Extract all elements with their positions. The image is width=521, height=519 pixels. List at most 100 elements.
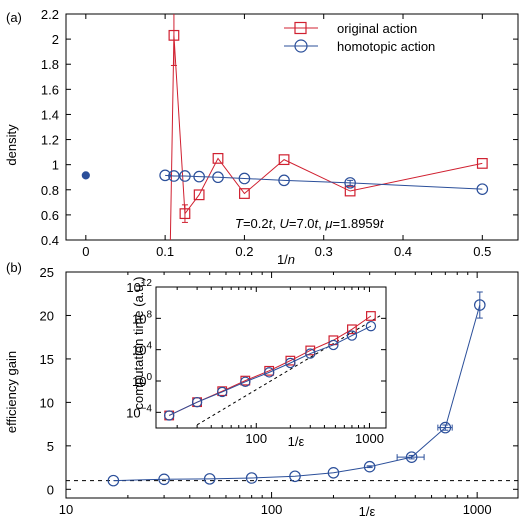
y-tick-label: 1	[52, 158, 59, 173]
legend: original action homotopic action	[284, 21, 435, 54]
y-tick-label: 15	[40, 352, 54, 367]
homotopic-action-point	[179, 170, 191, 182]
legend-entry-original-action: original action	[284, 21, 417, 36]
inset-background	[100, 282, 388, 452]
x-tick-label: 100	[261, 502, 283, 517]
x-tick-label: 0.1	[156, 244, 174, 259]
inset-original-point	[305, 345, 316, 356]
panel-a-label: (a)	[6, 10, 22, 25]
legend-label-homotopic: homotopic action	[337, 39, 435, 54]
panel-b-x-label: 1/ε	[359, 504, 376, 519]
inset-homotopic-point	[328, 339, 339, 351]
panel-a-frame	[65, 13, 519, 241]
efficiency-gain-point	[363, 460, 376, 473]
inset-x-label: 1/ε	[288, 434, 305, 449]
panel-b-label: (b)	[6, 260, 22, 275]
panel-a-x-label: 1/n	[277, 252, 295, 267]
efficiency-gain-point	[203, 473, 216, 485]
efficiency-gain-point	[107, 474, 120, 487]
inset-x-tick-label: 100	[245, 431, 267, 446]
homotopic-action-point	[212, 171, 224, 184]
inset-original-point	[347, 324, 357, 335]
y-tick-label: 2.2	[41, 7, 59, 22]
y-tick-label: 0.4	[41, 233, 59, 248]
y-tick-label: 10	[40, 395, 54, 410]
homotopic-action-point	[159, 169, 171, 182]
inset-homotopic-point	[217, 386, 228, 398]
original-action-point	[344, 185, 356, 197]
inset-y-tick-label: 10−4	[126, 403, 152, 420]
inset-y-tick-label: 104	[132, 341, 152, 358]
original-action-point	[179, 208, 191, 220]
inset-y-label: computation time (a.u.)	[131, 277, 146, 410]
x-tick-label: 0.4	[394, 244, 412, 259]
y-tick-label: 0	[47, 482, 54, 497]
original-action-point	[476, 158, 488, 169]
inset-homotopic-point	[263, 367, 275, 378]
efficiency-gain-point	[327, 466, 340, 479]
y-tick-label: 2	[52, 32, 59, 47]
legend-circle-marker	[294, 39, 308, 53]
inset-x-ticks: 100 1000	[176, 287, 384, 446]
inset-homotopic-line	[168, 325, 372, 416]
x-tick-label: 0.2	[235, 244, 253, 259]
panel-a-x-ticks: 0 0.1 0.2 0.3 0.4 0.5	[82, 14, 491, 259]
inset-homotopic-point	[305, 348, 316, 359]
inset-y-ticks: 10−4 100 104 108 1012	[126, 278, 386, 420]
y-tick-label: 1.4	[41, 107, 59, 122]
y-tick-label: 0.8	[41, 183, 59, 198]
x-tick-label: 0.5	[473, 244, 491, 259]
efficiency-gain-point	[473, 299, 486, 311]
x-tick-label: 0	[82, 244, 89, 259]
inset-homotopic-point	[285, 357, 296, 369]
homotopic-action-point	[278, 174, 290, 187]
panel-b-y-ticks: 0 5 10 15 20 25	[40, 265, 518, 497]
y-tick-label: 0.6	[41, 208, 59, 223]
homotopic-action-point	[238, 172, 251, 185]
panel-b-frame	[65, 271, 519, 499]
inset-homotopic-point	[365, 320, 377, 332]
original-action-point	[278, 154, 290, 166]
original-action-point	[239, 188, 250, 199]
homotopic-action-point	[168, 170, 180, 182]
inset: 10−4 100 104 108 1012 100 1000 computation ti…	[100, 277, 388, 452]
panel-b-y-label: efficiency gain	[4, 351, 19, 433]
homotopic-action-line	[165, 174, 483, 190]
extrapolated-point	[81, 171, 90, 180]
inset-plot-area	[163, 311, 383, 426]
original-action-point	[168, 29, 180, 41]
original-action-line	[169, 35, 483, 240]
legend-label-original: original action	[337, 21, 417, 36]
efficiency-gain-point	[158, 473, 170, 486]
panel-b-plot-area	[66, 291, 518, 487]
homotopic-action-point	[344, 177, 356, 189]
efficiency-gain-point	[245, 472, 258, 484]
panel-a-y-label: density	[4, 124, 19, 166]
y-tick-label: 25	[40, 265, 54, 280]
panel-b-x-ticks: 10 100 1000	[59, 272, 492, 517]
inset-y-tick-label: 1012	[126, 278, 152, 295]
inset-frame	[155, 286, 387, 429]
inset-homotopic-point	[346, 330, 358, 341]
y-tick-label: 1.6	[41, 82, 59, 97]
y-tick-label: 1.2	[41, 133, 59, 148]
homotopic-action-point	[193, 170, 205, 183]
inset-homotopic-point	[191, 396, 203, 408]
inset-x-tick-label: 1000	[355, 431, 384, 446]
efficiency-gain-point	[439, 421, 452, 434]
legend-square-marker	[294, 21, 307, 35]
inset-homotopic-point	[240, 376, 251, 387]
inset-y-tick-label: 100	[132, 372, 152, 389]
homotopic-action-point	[476, 183, 489, 195]
panel-b: (b) 0 5 10 15 20 25 10 100 1000 efficiency gain…	[4, 260, 519, 519]
y-tick-label: 5	[47, 439, 54, 454]
efficiency-gain-point	[405, 451, 418, 463]
panel-a-plot-area	[81, 14, 489, 240]
original-action-point	[193, 189, 205, 201]
x-tick-label: 10	[59, 502, 73, 517]
panel-a-y-ticks: 0.4 0.6 0.8 1 1.2 1.4 1.6 1.8 2 2.2	[41, 7, 518, 248]
y-tick-label: 1.8	[41, 57, 59, 72]
efficiency-gain-line	[113, 304, 481, 482]
inset-homotopic-point	[163, 410, 175, 421]
efficiency-gain-point	[289, 470, 301, 483]
